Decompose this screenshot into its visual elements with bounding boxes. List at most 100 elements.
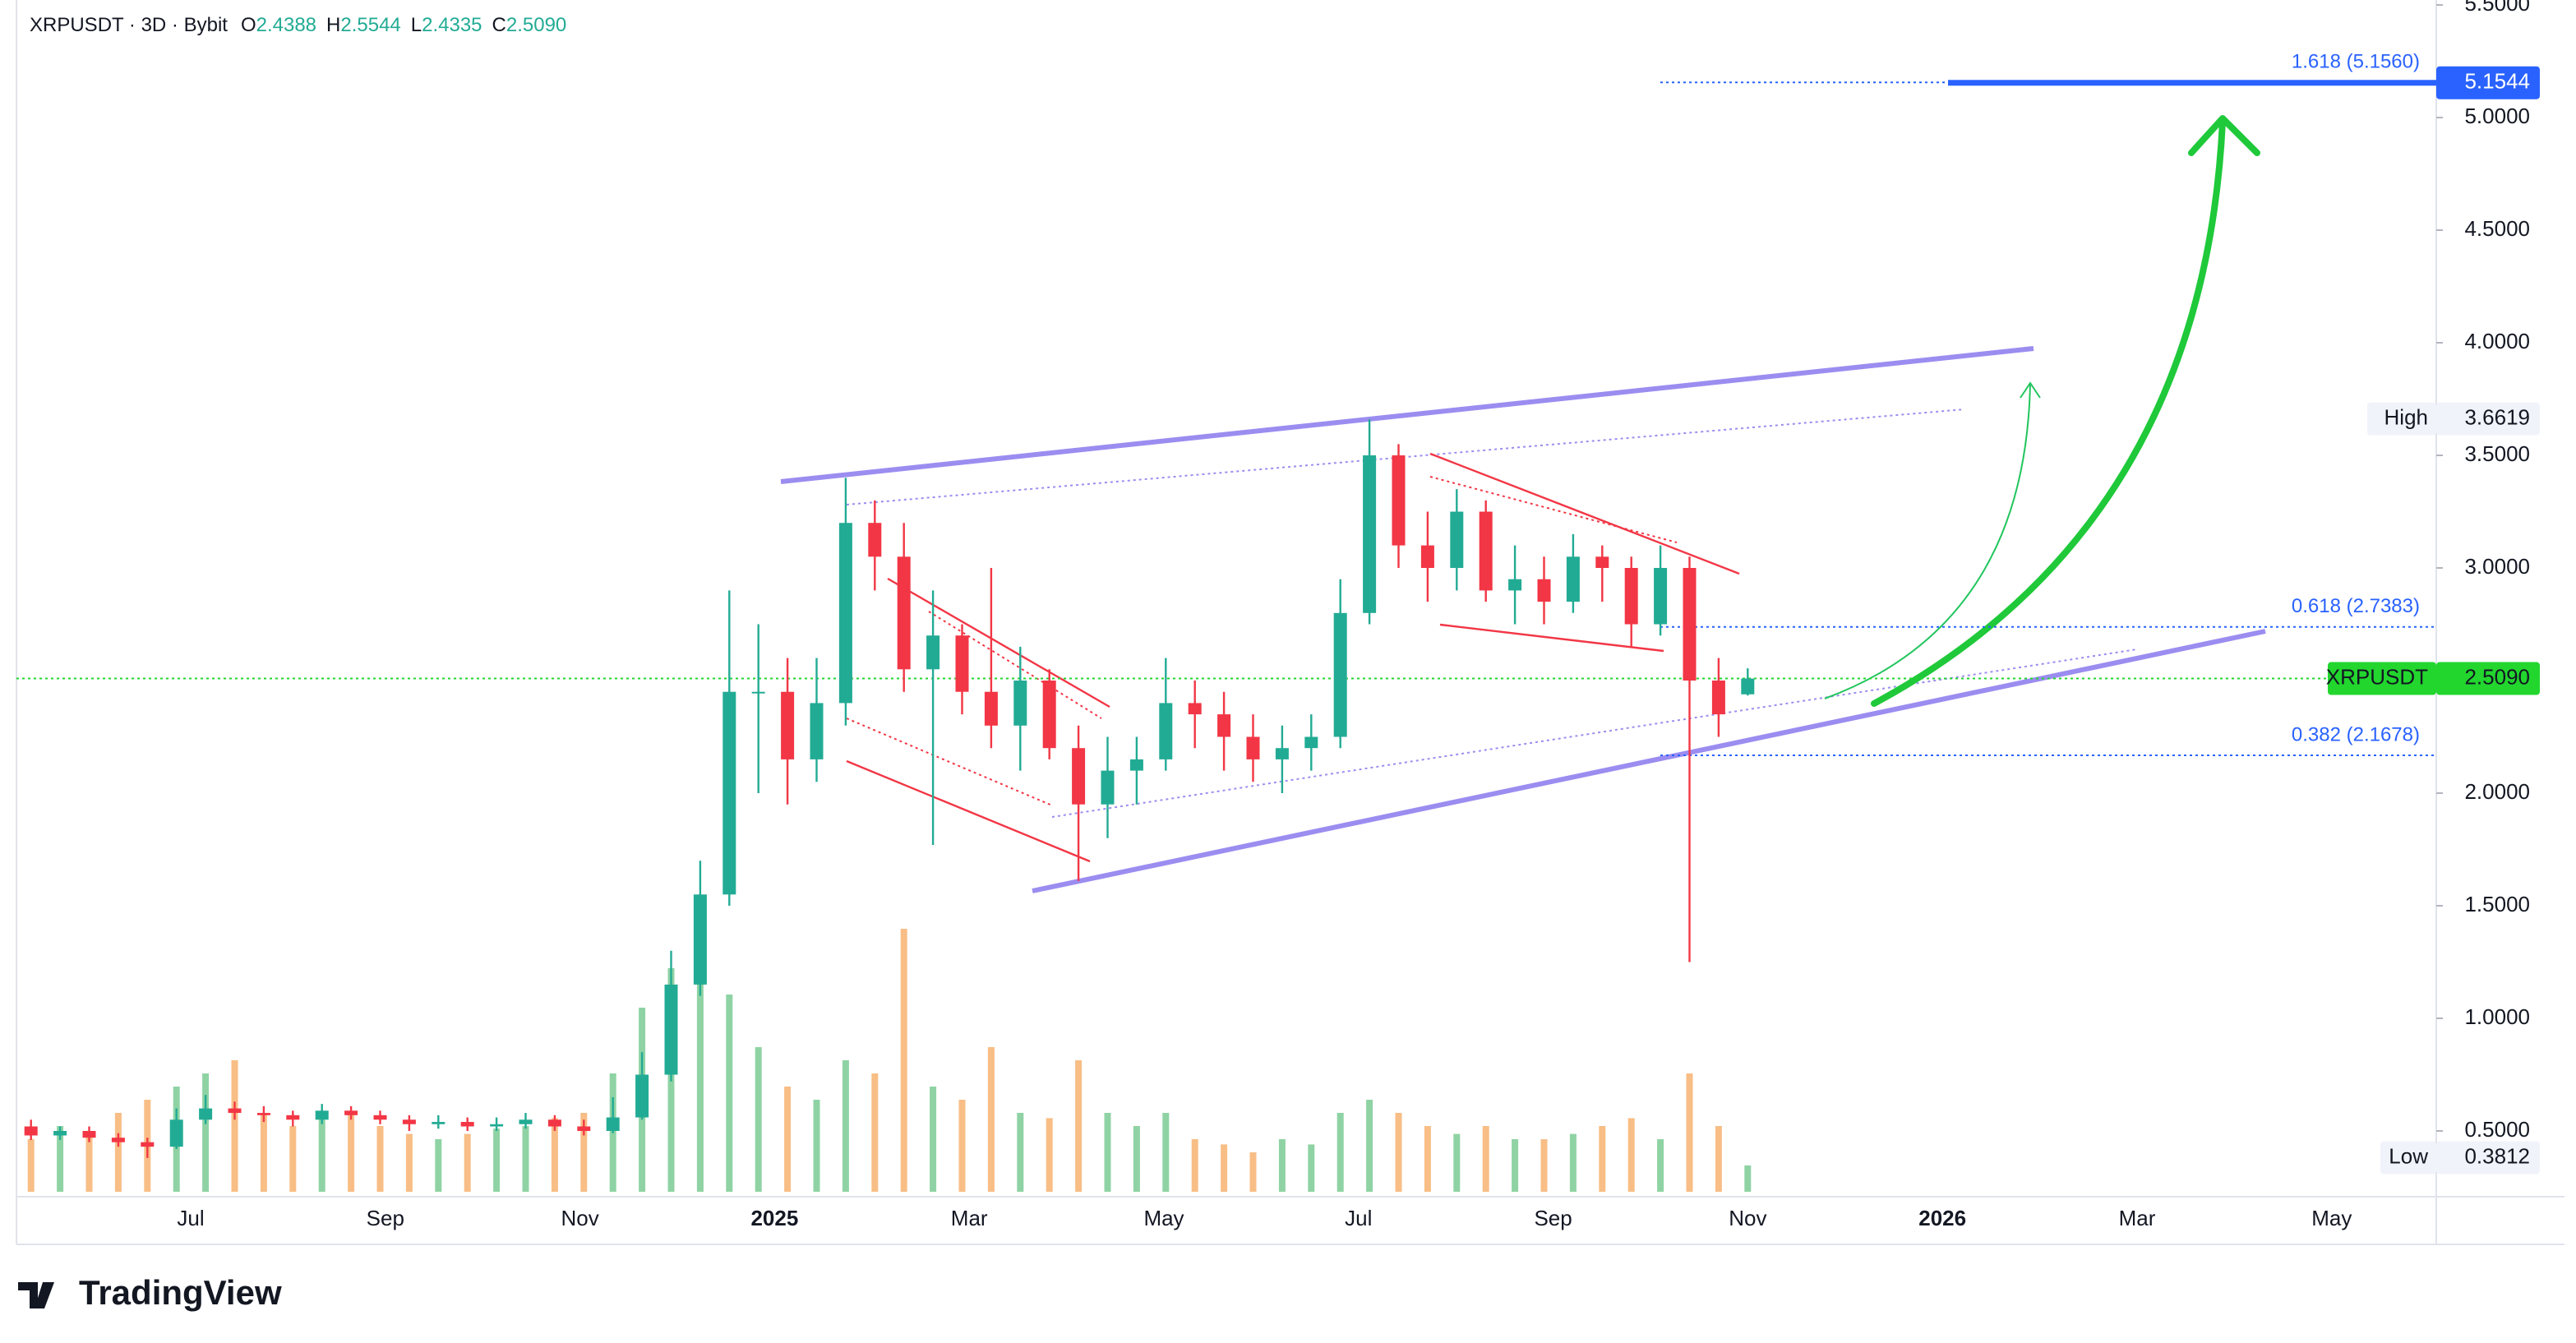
fib-label: 1.618 (5.1560) <box>2292 51 2420 73</box>
x-tick-label: 2025 <box>750 1206 798 1230</box>
candle-body <box>897 556 911 670</box>
candle-body <box>1479 511 1493 591</box>
x-tick-label: Mar <box>2119 1206 2156 1230</box>
candle-body <box>810 703 824 759</box>
volume-bar <box>1395 1113 1402 1192</box>
volume-bar <box>1744 1165 1752 1192</box>
volume-bar <box>696 955 704 1192</box>
candle-body <box>1159 703 1173 759</box>
price-tag-value: 2.5090 <box>2464 664 2530 689</box>
volume-bar <box>871 1073 879 1192</box>
ohlc-value: 2.4335 <box>422 14 482 36</box>
volume-bar <box>813 1100 820 1192</box>
candle-body <box>1683 568 1697 681</box>
fib-layer: 1.618 (5.1560) 0.618 (2.7383) 0.382 (2.167… <box>16 51 2436 757</box>
candle-body <box>751 691 765 694</box>
y-tick-label: 4.5000 <box>2464 216 2530 241</box>
price-tag-value: 5.1544 <box>2464 69 2530 94</box>
volume-bar <box>958 1100 966 1192</box>
candle-body <box>24 1126 38 1136</box>
volume-bar <box>1017 1113 1024 1192</box>
candle-body <box>402 1119 416 1124</box>
x-tick-label: Jul <box>177 1206 204 1230</box>
price-tag-value: 3.6619 <box>2464 405 2530 430</box>
fib-label: 0.382 (2.1678) <box>2292 723 2420 745</box>
volume-bar <box>57 1126 64 1192</box>
candle-body <box>1624 568 1638 625</box>
volume-bar <box>202 1073 210 1192</box>
candle-body <box>722 691 736 895</box>
candle-body <box>1595 556 1609 569</box>
x-tick-label: Sep <box>367 1206 404 1230</box>
volume-bar <box>27 1139 35 1192</box>
candle-body <box>635 1074 649 1118</box>
trendline-lower-inner <box>1051 648 2138 818</box>
candle-body <box>82 1130 96 1138</box>
candle-body <box>955 635 969 692</box>
candle-body <box>1450 511 1464 569</box>
volume-bar <box>1075 1060 1083 1192</box>
volume-bar <box>1278 1139 1286 1192</box>
candle-body <box>315 1110 329 1120</box>
candle-body <box>1275 748 1289 759</box>
candle-body <box>606 1117 620 1131</box>
volume-bar <box>1308 1144 1315 1192</box>
candle-body <box>1246 736 1260 759</box>
candle-body <box>286 1115 300 1120</box>
candle-body <box>1129 759 1143 771</box>
projection-arrow-small <box>1824 382 2031 699</box>
volume-bar <box>842 1060 849 1192</box>
volume-bar <box>580 1113 588 1192</box>
volume-bar <box>85 1133 93 1192</box>
volume-bar <box>493 1128 501 1192</box>
header: XRPUSDT · 3D · Bybit O2.4388 H2.5544 L2.433… <box>30 14 566 36</box>
candle-body <box>111 1138 125 1142</box>
channel-line <box>1439 623 1664 653</box>
y-tick-label: 0.5000 <box>2464 1117 2530 1142</box>
candle-body <box>547 1119 561 1127</box>
price-tag-box <box>2436 662 2540 695</box>
volume-bar <box>1104 1113 1111 1192</box>
candle-body <box>838 523 852 704</box>
ohlc-key: H <box>326 14 340 36</box>
volume-bar <box>405 1133 413 1192</box>
channel-mid <box>846 718 1053 806</box>
volume-bar <box>900 929 907 1192</box>
candle-body <box>664 984 678 1075</box>
volume-bar <box>1366 1100 1373 1192</box>
x-tick-label: Nov <box>561 1206 598 1230</box>
x-tick-label: May <box>1143 1206 1184 1230</box>
candle-body <box>373 1115 387 1120</box>
x-tick-label: Nov <box>1729 1206 1766 1230</box>
candle-body <box>693 894 707 985</box>
ohlc-key: C <box>492 14 506 36</box>
price-tag-box <box>2436 66 2540 99</box>
volume-bar <box>114 1113 122 1192</box>
candle-body <box>1363 455 1377 613</box>
x-tick-label: Mar <box>951 1206 988 1230</box>
channel-line <box>887 577 1110 708</box>
ohlc-key: O <box>241 14 256 36</box>
candle-body <box>577 1126 591 1131</box>
volume-bar <box>1453 1133 1461 1192</box>
y-tick-label: 5.5000 <box>2464 0 2530 16</box>
brand-name: TradingView <box>79 1273 282 1312</box>
trendline-lower <box>1032 629 2266 893</box>
channel-line <box>1429 452 1740 575</box>
candle-body <box>256 1113 270 1115</box>
volume-bar <box>726 995 733 1192</box>
volume-bar <box>522 1126 529 1192</box>
volume-bar <box>551 1118 558 1192</box>
volume-bar <box>1336 1113 1344 1192</box>
volume-bar <box>1482 1126 1489 1192</box>
candle-body <box>460 1122 474 1127</box>
candle-body <box>344 1110 358 1115</box>
candle-body <box>1508 579 1522 591</box>
x-tick-label: 2026 <box>1918 1206 1966 1230</box>
candle-body <box>1333 612 1347 737</box>
volume-bar <box>1627 1118 1635 1192</box>
candle-body <box>1392 455 1406 546</box>
volume-bar <box>1162 1113 1170 1192</box>
candle-body <box>926 635 940 670</box>
